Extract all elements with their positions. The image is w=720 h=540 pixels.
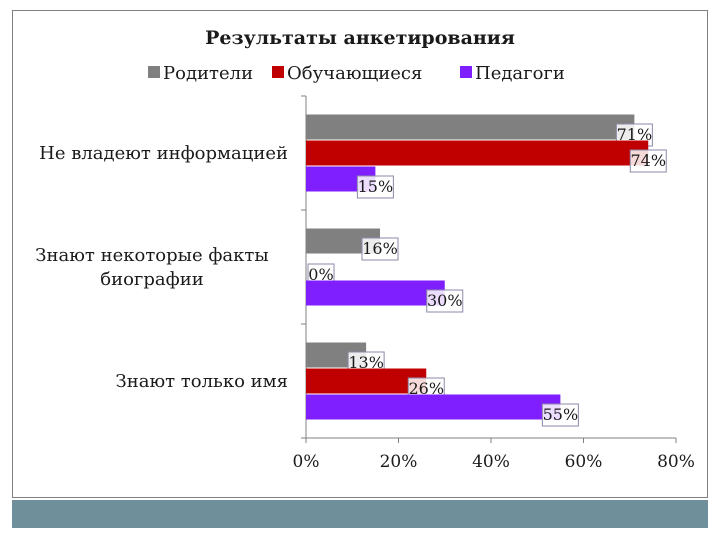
bar <box>306 280 445 306</box>
data-label: 15% <box>358 177 394 196</box>
x-tick-label: 60% <box>565 452 603 472</box>
data-label: 0% <box>308 265 333 284</box>
category-label-line: Не владеют информацией <box>39 143 288 164</box>
category-label: Знают только имя <box>116 371 289 392</box>
legend-swatch <box>148 66 160 78</box>
data-label-box <box>361 237 399 261</box>
legend-swatch <box>460 66 472 78</box>
bar <box>306 114 635 140</box>
footer-band <box>12 500 708 528</box>
legend-item: Обучающиеся <box>272 63 422 84</box>
bar <box>306 140 649 166</box>
legend-label: Родители <box>163 63 253 84</box>
legend-label: Обучающиеся <box>287 63 422 84</box>
data-label-box <box>356 175 394 199</box>
legend-item: Родители <box>148 63 253 84</box>
legend-label: Педагоги <box>475 63 565 84</box>
x-tick-label: 80% <box>657 452 695 472</box>
x-tick-label: 40% <box>472 452 510 472</box>
data-label: 74% <box>630 151 666 170</box>
plot-area: 0% 20% 40% 60% 80% 71% 74% 15% Не владеют информ… <box>35 95 695 472</box>
category-label: Знают некоторые факты биографии <box>35 245 268 290</box>
x-tick-label: 20% <box>380 452 418 472</box>
data-label-box <box>426 289 464 313</box>
data-label-group: 55% <box>541 403 579 427</box>
chart-title: Результаты анкетирования <box>205 27 515 49</box>
bar <box>306 394 561 420</box>
data-label: 55% <box>543 405 579 424</box>
category-label: Не владеют информацией <box>39 143 288 164</box>
category-label-line: биографии <box>100 269 203 290</box>
x-tick-label: 0% <box>293 452 320 472</box>
legend: Родители Обучающиеся Педагоги <box>148 63 565 84</box>
data-label: 30% <box>427 291 463 310</box>
legend-swatch <box>272 66 284 78</box>
data-label-group: 16% <box>361 237 399 261</box>
data-label: 13% <box>348 353 384 372</box>
data-label-group: 15% <box>356 175 394 199</box>
data-label-box <box>629 149 667 173</box>
bar <box>306 368 427 394</box>
data-label: 16% <box>362 239 398 258</box>
data-label-box <box>541 403 579 427</box>
category-label-line: Знают некоторые факты <box>35 245 268 266</box>
data-label-group: 74% <box>629 149 667 173</box>
data-label: 26% <box>408 379 444 398</box>
data-label: 71% <box>617 125 653 144</box>
category-label-line: Знают только имя <box>116 371 289 392</box>
legend-item: Педагоги <box>460 63 565 84</box>
data-label-group: 30% <box>426 289 464 313</box>
